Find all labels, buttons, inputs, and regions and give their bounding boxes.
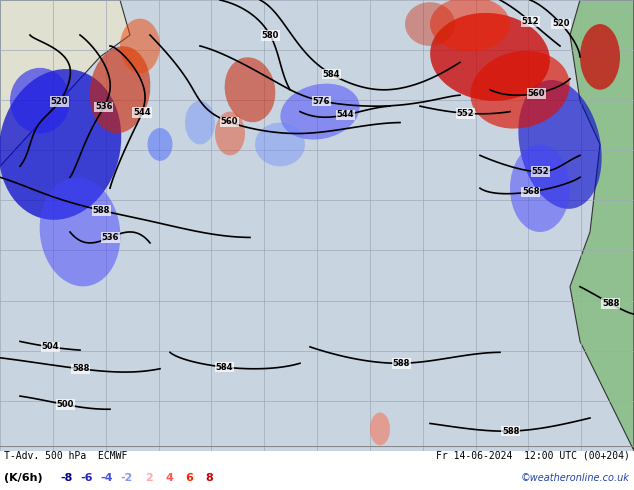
- Ellipse shape: [510, 145, 570, 232]
- Text: -6: -6: [80, 473, 93, 483]
- Ellipse shape: [89, 46, 150, 133]
- Ellipse shape: [40, 177, 120, 286]
- Text: 2: 2: [145, 473, 153, 483]
- Text: Fr 14-06-2024  12:00 UTC (00+204): Fr 14-06-2024 12:00 UTC (00+204): [436, 451, 630, 461]
- Polygon shape: [570, 0, 634, 451]
- Text: T-Adv. 500 hPa  ECMWF: T-Adv. 500 hPa ECMWF: [4, 451, 127, 461]
- Text: 588: 588: [392, 359, 410, 368]
- Ellipse shape: [215, 112, 245, 155]
- Ellipse shape: [470, 51, 569, 128]
- Text: 536: 536: [101, 233, 119, 242]
- Ellipse shape: [185, 100, 215, 145]
- Text: 568: 568: [522, 187, 540, 196]
- Ellipse shape: [148, 128, 172, 161]
- Text: 520: 520: [552, 20, 570, 28]
- Ellipse shape: [10, 68, 70, 133]
- Text: 512: 512: [522, 17, 539, 26]
- Text: -8: -8: [60, 473, 72, 483]
- Ellipse shape: [224, 57, 275, 122]
- Text: -2: -2: [120, 473, 133, 483]
- Text: 8: 8: [205, 473, 213, 483]
- Text: 552: 552: [532, 167, 549, 176]
- Text: 544: 544: [133, 108, 151, 117]
- Polygon shape: [0, 0, 130, 166]
- Text: 544: 544: [337, 110, 354, 120]
- Ellipse shape: [519, 80, 602, 209]
- Text: 4: 4: [165, 473, 173, 483]
- Ellipse shape: [430, 13, 550, 101]
- Text: 520: 520: [51, 97, 68, 106]
- Text: 560: 560: [527, 89, 545, 98]
- Ellipse shape: [370, 413, 390, 445]
- Text: (K/6h): (K/6h): [4, 473, 42, 483]
- Ellipse shape: [405, 2, 455, 46]
- Text: 580: 580: [262, 31, 279, 40]
- Text: ©weatheronline.co.uk: ©weatheronline.co.uk: [521, 473, 630, 483]
- Text: 588: 588: [502, 427, 519, 436]
- Text: -4: -4: [100, 473, 112, 483]
- Text: 6: 6: [185, 473, 193, 483]
- Text: 552: 552: [456, 109, 474, 118]
- Ellipse shape: [120, 19, 160, 74]
- Ellipse shape: [0, 69, 121, 220]
- Text: 584: 584: [323, 70, 340, 78]
- Ellipse shape: [280, 84, 359, 140]
- Text: 588: 588: [93, 206, 110, 215]
- Text: 504: 504: [42, 343, 59, 351]
- Text: 588: 588: [602, 299, 619, 308]
- Text: 560: 560: [221, 118, 238, 126]
- Text: 536: 536: [95, 102, 113, 111]
- Text: 500: 500: [57, 400, 74, 409]
- Text: 584: 584: [216, 363, 233, 371]
- Text: 576: 576: [313, 97, 330, 105]
- Ellipse shape: [430, 0, 510, 51]
- Ellipse shape: [255, 122, 305, 166]
- Ellipse shape: [580, 24, 620, 90]
- Text: 588: 588: [72, 365, 89, 373]
